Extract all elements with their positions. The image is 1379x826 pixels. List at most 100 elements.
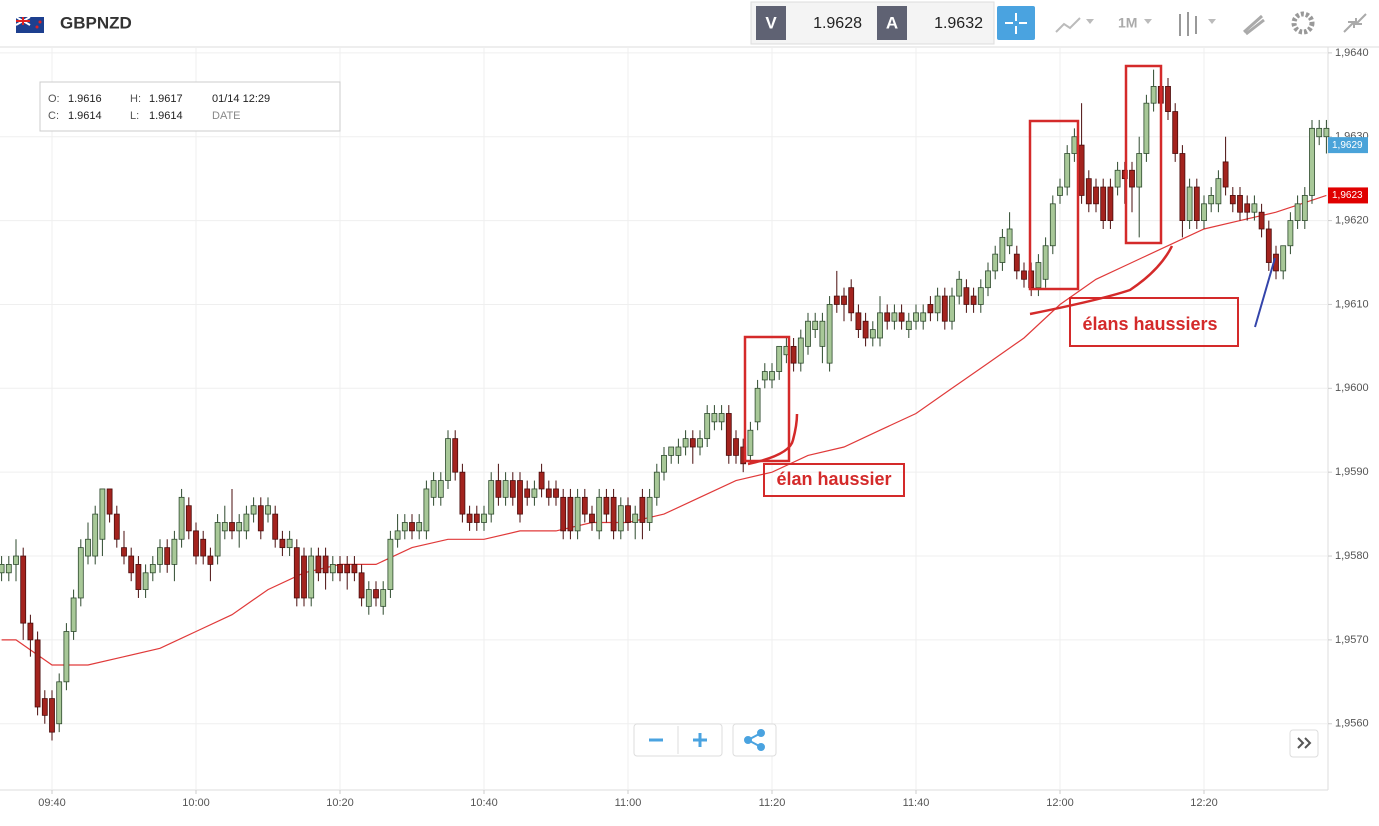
candle <box>164 539 171 573</box>
x-tick-label: 11:00 <box>615 797 642 809</box>
candle-body <box>49 698 55 733</box>
candle-body <box>293 547 300 599</box>
timeframe[interactable]: 1M <box>1118 15 1137 31</box>
candle <box>632 505 639 540</box>
share[interactable] <box>744 729 765 751</box>
candle <box>207 547 214 582</box>
candle-body <box>956 278 963 297</box>
candle-body <box>1186 186 1193 221</box>
candle <box>1265 220 1272 271</box>
candle-body <box>675 446 682 456</box>
candle-body <box>308 555 315 599</box>
candle <box>1258 203 1265 238</box>
candle-body <box>538 471 545 490</box>
sell-button[interactable] <box>756 6 786 40</box>
candle <box>257 497 264 540</box>
candle-body <box>934 295 941 314</box>
candle-body <box>135 564 142 590</box>
candle <box>1251 195 1258 221</box>
x-tick-label: 10:20 <box>326 797 354 809</box>
y-tick-label: 1,9640 <box>1335 47 1369 59</box>
candle <box>999 228 1006 271</box>
buy-price: 1.9632 <box>934 15 983 32</box>
candle-body <box>257 505 264 532</box>
scroll-end[interactable] <box>1297 737 1312 749</box>
candles-icon[interactable] <box>1179 12 1197 36</box>
candle <box>99 488 106 557</box>
flag <box>15 16 44 33</box>
candle-body <box>841 295 847 305</box>
candle <box>934 287 941 322</box>
candle-body <box>214 522 221 557</box>
candle <box>718 405 725 431</box>
candle <box>272 505 279 548</box>
crosshair-button[interactable] <box>997 6 1035 40</box>
candle-body <box>1085 178 1092 205</box>
candle <box>452 430 459 481</box>
candle-body <box>200 538 207 557</box>
candle-body <box>34 639 41 708</box>
candle-body <box>661 454 667 473</box>
candle-body <box>581 496 588 515</box>
candle <box>1129 161 1135 213</box>
candle-body <box>459 471 466 515</box>
candle <box>473 505 480 531</box>
candle <box>502 472 509 506</box>
candle-body <box>560 496 567 532</box>
candle <box>329 556 336 582</box>
candle <box>531 480 538 506</box>
dropdown <box>1086 19 1094 24</box>
candle <box>1201 195 1207 229</box>
candle <box>27 614 34 657</box>
candle-body <box>1222 161 1229 188</box>
candle-body <box>1013 253 1020 272</box>
candle <box>754 379 761 431</box>
candle <box>819 312 826 364</box>
candle <box>855 304 862 338</box>
candle-body <box>862 320 869 339</box>
candle-body <box>574 496 581 532</box>
y-tick-label: 1,9600 <box>1335 382 1369 394</box>
candle <box>941 287 948 330</box>
candle <box>545 480 552 506</box>
candle <box>1078 103 1085 204</box>
candle <box>1280 245 1287 280</box>
candle-body <box>927 304 934 314</box>
candle-body <box>1006 228 1013 247</box>
candle <box>106 488 113 523</box>
candle <box>1136 136 1143 238</box>
candle-body <box>380 589 387 607</box>
candle <box>301 547 307 607</box>
draw-icon[interactable] <box>1243 14 1265 36</box>
collapse-icon[interactable] <box>1343 13 1367 33</box>
candle-body <box>149 564 156 574</box>
candle <box>92 505 99 565</box>
price-tag <box>1328 137 1368 154</box>
candle <box>1287 212 1294 255</box>
candle <box>128 547 135 582</box>
candle-body <box>495 480 502 498</box>
candle-body <box>322 555 329 574</box>
buy-button[interactable] <box>877 6 907 40</box>
candle <box>1294 195 1301 229</box>
zoom-in[interactable] <box>693 733 707 747</box>
candle <box>862 312 869 347</box>
chart-type-icon[interactable] <box>1055 17 1081 33</box>
candle-body <box>437 480 444 498</box>
candle-body <box>1258 211 1265 230</box>
candle-body <box>20 555 27 624</box>
candle-body <box>747 429 754 456</box>
candle-body <box>387 538 394 590</box>
candle <box>1107 178 1114 229</box>
settings-icon[interactable] <box>1291 11 1315 35</box>
candle <box>560 488 567 540</box>
candle-body <box>884 312 891 322</box>
candle <box>682 430 689 456</box>
candle-body <box>92 513 99 557</box>
info-date: 01/14 12:29 <box>212 93 270 105</box>
candle-body <box>1143 102 1150 154</box>
candle <box>963 279 970 313</box>
zoom-controls <box>633 723 1319 758</box>
info-label: C: <box>48 110 59 122</box>
candle <box>905 312 912 338</box>
